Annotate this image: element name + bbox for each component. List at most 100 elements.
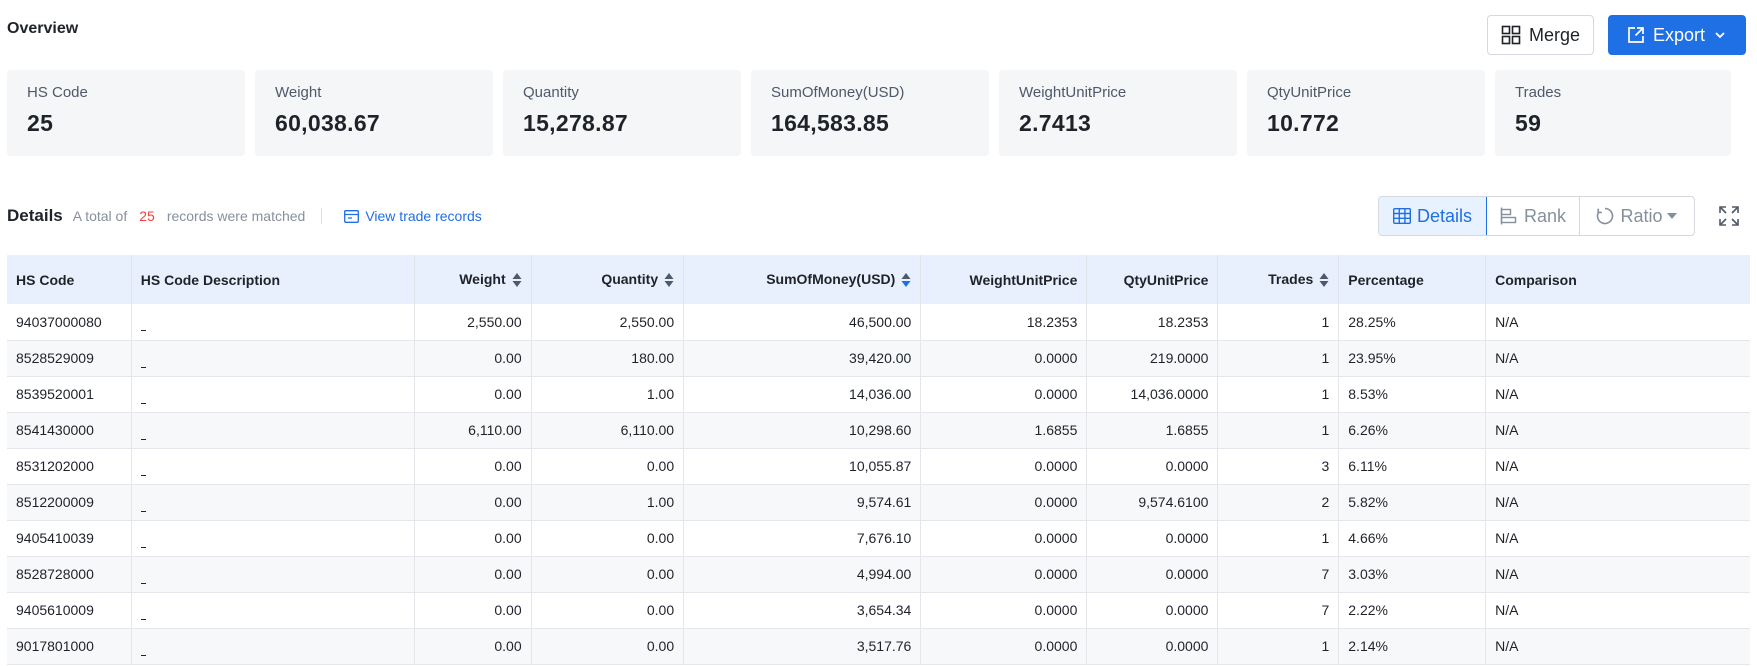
cell-trades: 3 (1217, 448, 1340, 485)
cell-weight: 0.00 (414, 340, 532, 377)
fullscreen-button[interactable] (1716, 203, 1742, 229)
column-header-trades[interactable]: Trades (1217, 255, 1340, 304)
cell-description (131, 592, 416, 629)
cell-percentage: 5.82% (1338, 484, 1487, 521)
column-header-percentage[interactable]: Percentage (1338, 255, 1487, 304)
cell-qty-unit-price: 219.0000 (1086, 340, 1219, 377)
sort-icon[interactable] (1319, 272, 1329, 288)
empty-value-dash (140, 474, 146, 476)
sort-icon[interactable] (512, 272, 522, 288)
cell-sum-of-money: 7,676.10 (683, 520, 922, 557)
cell-hs-code: 94037000080 (7, 304, 132, 341)
stat-label: HS Code (27, 84, 88, 101)
rank-tab[interactable]: Rank (1487, 197, 1580, 235)
cell-quantity: 6,110.00 (531, 412, 685, 449)
cell-trades: 1 (1217, 412, 1340, 449)
column-header-qty-unit-price[interactable]: QtyUnitPrice (1086, 255, 1219, 304)
header-label: WeightUnitPrice (969, 271, 1078, 288)
total-suffix: records were matched (166, 208, 306, 224)
view-trade-records-link[interactable]: View trade records (344, 208, 482, 224)
cell-qty-unit-price: 0.0000 (1086, 592, 1219, 629)
cell-quantity: 0.00 (531, 592, 685, 629)
table-row[interactable]: 8539520001 0.00 1.00 14,036.00 0.0000 14… (7, 376, 1750, 413)
column-header-quantity[interactable]: Quantity (531, 255, 685, 304)
ratio-tab-label: Ratio (1620, 205, 1663, 226)
stat-card-weight-unit-price: WeightUnitPrice 2.7413 (999, 70, 1237, 156)
column-header-comparison[interactable]: Comparison (1485, 255, 1750, 304)
table-row[interactable]: 9017801000 0.00 0.00 3,517.76 0.0000 0.0… (7, 628, 1750, 665)
table-row[interactable]: 9405410039 0.00 0.00 7,676.10 0.0000 0.0… (7, 520, 1750, 557)
cell-weight-unit-price: 0.0000 (920, 628, 1088, 665)
column-header-hs-code[interactable]: HS Code (7, 255, 132, 304)
export-button[interactable]: Export (1608, 15, 1746, 55)
column-header-weight[interactable]: Weight (414, 255, 532, 304)
header-label: SumOfMoney(USD) (766, 270, 896, 287)
header-label: HS Code Description (140, 271, 280, 288)
cell-sum-of-money: 3,654.34 (683, 592, 922, 629)
overview-title: Overview (7, 20, 79, 37)
cell-description (131, 484, 416, 521)
cell-trades: 1 (1217, 340, 1340, 377)
rank-tab-label: Rank (1523, 205, 1567, 226)
cell-quantity: 0.00 (531, 628, 685, 665)
table-row[interactable]: 8541430000 6,110.00 6,110.00 10,298.60 1… (7, 412, 1750, 449)
empty-value-dash (140, 402, 146, 404)
cell-description (131, 628, 416, 665)
table-row[interactable]: 94037000080 2,550.00 2,550.00 46,500.00 … (7, 304, 1750, 341)
stat-value: 60,038.67 (275, 110, 381, 136)
cell-trades: 1 (1217, 628, 1340, 665)
cell-hs-code: 9405410039 (7, 520, 132, 557)
cell-hs-code: 8528728000 (7, 556, 132, 593)
cell-qty-unit-price: 0.0000 (1086, 628, 1219, 665)
cell-sum-of-money: 4,994.00 (683, 556, 922, 593)
cell-quantity: 0.00 (531, 448, 685, 485)
cell-hs-code: 8512200009 (7, 484, 132, 521)
cell-description (131, 340, 416, 377)
empty-value-dash (140, 330, 146, 332)
cell-description (131, 448, 416, 485)
merge-button[interactable]: Merge (1487, 15, 1594, 55)
cell-quantity: 1.00 (531, 376, 685, 413)
cell-comparison: N/A (1485, 484, 1750, 521)
column-header-description[interactable]: HS Code Description (131, 255, 416, 304)
cell-comparison: N/A (1485, 340, 1750, 377)
cell-trades: 2 (1217, 484, 1340, 521)
empty-value-dash (140, 366, 146, 368)
ratio-tab[interactable]: Ratio (1580, 197, 1694, 235)
cell-quantity: 2,550.00 (531, 304, 685, 341)
total-prefix: A total of (72, 208, 128, 224)
sort-icon[interactable] (664, 272, 674, 288)
export-label: Export (1652, 24, 1706, 45)
sort-desc-active-icon[interactable] (901, 272, 911, 288)
table-row[interactable]: 8528529009 0.00 180.00 39,420.00 0.0000 … (7, 340, 1750, 377)
table-row[interactable]: 8531202000 0.00 0.00 10,055.87 0.0000 0.… (7, 448, 1750, 485)
header-label: Trades (1268, 270, 1314, 287)
cell-description (131, 412, 416, 449)
column-header-sum-of-money[interactable]: SumOfMoney(USD) (683, 255, 922, 304)
table-row[interactable]: 8528728000 0.00 0.00 4,994.00 0.0000 0.0… (7, 556, 1750, 593)
cell-hs-code: 9405610009 (7, 592, 132, 629)
cell-weight: 0.00 (414, 376, 532, 413)
stat-value: 2.7413 (1019, 110, 1092, 136)
cell-percentage: 2.14% (1338, 628, 1487, 665)
table-row[interactable]: 8512200009 0.00 1.00 9,574.61 0.0000 9,5… (7, 484, 1750, 521)
cell-sum-of-money: 14,036.00 (683, 376, 922, 413)
cell-percentage: 6.26% (1338, 412, 1487, 449)
stat-label: Quantity (523, 84, 579, 101)
cell-description (131, 556, 416, 593)
stat-value: 15,278.87 (523, 110, 629, 136)
cell-percentage: 2.22% (1338, 592, 1487, 629)
view-toggle: Details Rank Ratio (1378, 196, 1695, 236)
cell-weight: 0.00 (414, 628, 532, 665)
cell-weight-unit-price: 0.0000 (920, 448, 1088, 485)
cell-qty-unit-price: 0.0000 (1086, 556, 1219, 593)
column-header-weight-unit-price[interactable]: WeightUnitPrice (920, 255, 1088, 304)
table-row[interactable]: 9405610009 0.00 0.00 3,654.34 0.0000 0.0… (7, 592, 1750, 629)
empty-value-dash (140, 654, 146, 656)
stat-card-hs-code: HS Code 25 (7, 70, 245, 156)
stat-label: Weight (275, 84, 322, 101)
expand-icon (1719, 206, 1739, 226)
header-label: Comparison (1495, 271, 1577, 288)
details-tab[interactable]: Details (1379, 197, 1487, 235)
cell-weight: 0.00 (414, 520, 532, 557)
